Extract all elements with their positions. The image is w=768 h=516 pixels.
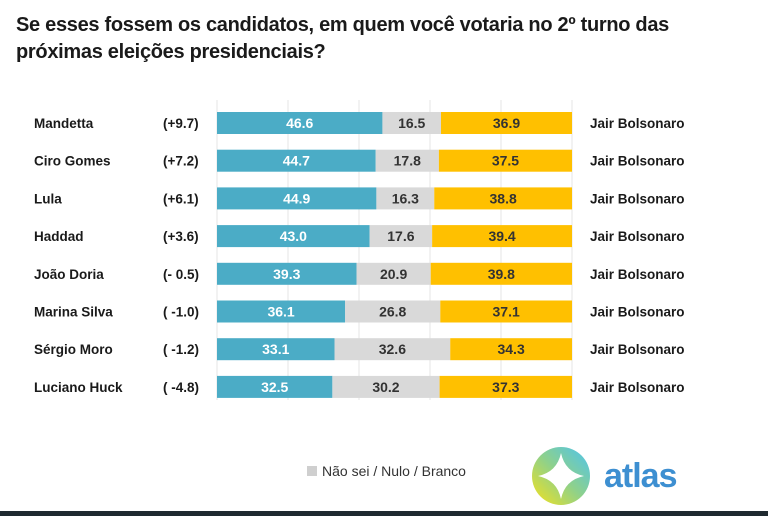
bar-value-label: 30.2 [372, 379, 399, 395]
bar-segment [438, 149, 572, 172]
difference-label: ( -1.2) [163, 342, 199, 357]
atlas-logo-text: atlas [604, 456, 677, 495]
candidate-label: Ciro Gomes [34, 154, 111, 169]
bar-segment [369, 225, 433, 248]
candidate-label: Mandetta [34, 116, 94, 131]
bar-value-label: 37.5 [492, 153, 519, 169]
bar-value-label: 39.4 [488, 228, 515, 244]
legend-label: Não sei / Nulo / Branco [322, 463, 466, 479]
opponent-label: Jair Bolsonaro [590, 116, 685, 131]
bar-segment [356, 262, 431, 285]
opponent-label: Jair Bolsonaro [590, 380, 685, 395]
bar-value-label: 17.8 [394, 153, 421, 169]
candidate-label: Haddad [34, 229, 84, 244]
opponent-label: Jair Bolsonaro [590, 229, 685, 244]
bar-segment [430, 262, 572, 285]
bar-segment [345, 300, 441, 323]
bar-value-label: 39.3 [273, 266, 300, 282]
candidate-label: Marina Silva [34, 305, 113, 320]
difference-label: (+3.6) [163, 229, 199, 244]
bar-segment [332, 375, 440, 398]
bar-segment [217, 187, 377, 210]
difference-label: (- 0.5) [163, 267, 199, 282]
bar-segment [217, 375, 333, 398]
bottom-border [0, 511, 768, 516]
bar-segment [432, 225, 572, 248]
bar-value-label: 44.9 [283, 190, 310, 206]
opponent-label: Jair Bolsonaro [590, 191, 685, 206]
bar-value-label: 34.3 [497, 341, 524, 357]
bar-segment [434, 187, 572, 210]
bar-segment [217, 262, 357, 285]
candidate-label: Lula [34, 191, 62, 206]
bar-value-label: 36.9 [493, 115, 520, 131]
bar-segment [440, 300, 572, 323]
bar-value-label: 16.3 [392, 190, 419, 206]
bar-value-label: 32.6 [379, 341, 406, 357]
bar-segment [217, 149, 376, 172]
bar-value-label: 20.9 [380, 266, 407, 282]
difference-label: (+7.2) [163, 154, 199, 169]
difference-label: (+6.1) [163, 191, 199, 206]
atlas-logo: atlas [532, 447, 677, 505]
bar-value-label: 26.8 [379, 304, 406, 320]
bar-value-label: 37.3 [492, 379, 519, 395]
bar-value-label: 16.5 [398, 115, 425, 131]
opponent-label: Jair Bolsonaro [590, 154, 685, 169]
difference-label: ( -4.8) [163, 380, 199, 395]
legend: Não sei / Nulo / Branco [307, 463, 466, 479]
bar-segment [375, 149, 439, 172]
bar-value-label: 38.8 [490, 190, 517, 206]
opponent-label: Jair Bolsonaro [590, 267, 685, 282]
atlas-logo-icon [532, 447, 590, 505]
bar-value-label: 33.1 [262, 341, 289, 357]
candidate-label: João Doria [34, 267, 104, 282]
bar-value-label: 44.7 [283, 153, 310, 169]
difference-label: (+9.7) [163, 116, 199, 131]
bar-segment [334, 338, 451, 361]
bar-value-label: 32.5 [261, 379, 288, 395]
opponent-label: Jair Bolsonaro [590, 305, 685, 320]
bar-segment [217, 112, 383, 134]
bar-segment [217, 338, 335, 361]
bar-value-label: 39.8 [488, 266, 515, 282]
bar-value-label: 37.1 [493, 304, 520, 320]
bar-segment [376, 187, 435, 210]
chart-title: Se esses fossem os candidatos, em quem v… [16, 14, 669, 63]
bar-segment [382, 112, 442, 134]
candidate-label: Sérgio Moro [34, 342, 113, 357]
legend-swatch [307, 466, 317, 476]
difference-label: ( -1.0) [163, 305, 199, 320]
bar-segment [217, 225, 370, 248]
bar-segment [441, 112, 572, 134]
bar-value-label: 43.0 [280, 228, 307, 244]
bar-segment [217, 300, 346, 323]
bar-value-label: 17.6 [387, 228, 414, 244]
bar-value-label: 46.6 [286, 115, 313, 131]
bar-value-label: 36.1 [267, 304, 294, 320]
candidate-label: Luciano Huck [34, 380, 123, 395]
bar-segment [439, 375, 572, 398]
opponent-label: Jair Bolsonaro [590, 342, 685, 357]
bar-segment [450, 338, 572, 361]
